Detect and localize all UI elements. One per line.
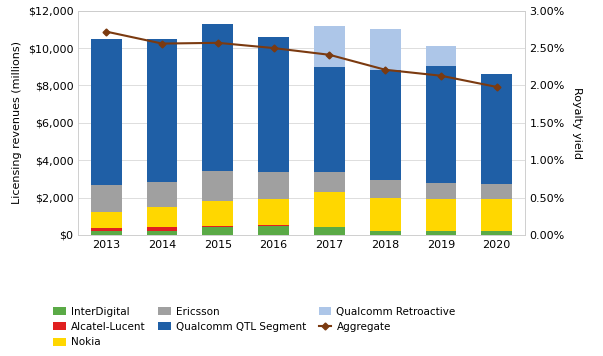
Bar [258,37,289,172]
Bar [203,227,233,235]
Bar [91,39,122,185]
Bar [147,231,177,235]
Bar [147,182,177,207]
Bar [91,211,122,229]
Bar [147,39,177,182]
Bar [426,231,456,235]
Bar [370,231,400,235]
Bar [258,172,289,199]
Bar [481,74,512,184]
Y-axis label: Licensing revenues (millions): Licensing revenues (millions) [12,41,22,204]
Bar [426,199,456,231]
Bar [258,199,289,225]
Bar [426,66,456,183]
Bar [370,69,400,180]
Bar [481,184,512,199]
Bar [203,201,233,226]
Bar [258,225,289,226]
Y-axis label: Royalty yield: Royalty yield [572,87,581,159]
Bar [147,227,177,231]
Bar [481,199,512,231]
Bar [314,227,345,235]
Bar [147,207,177,227]
Bar [314,192,345,227]
Bar [203,171,233,201]
Bar [203,24,233,171]
Bar [314,26,345,67]
Bar [426,46,456,66]
Legend: InterDigital, Alcatel-Lucent, Nokia, Ericsson, Qualcomm QTL Segment, Qualcomm Re: InterDigital, Alcatel-Lucent, Nokia, Eri… [54,307,456,347]
Bar [314,67,345,172]
Bar [203,226,233,227]
Bar [91,231,122,235]
Bar [258,226,289,235]
Bar [370,30,400,69]
Bar [314,172,345,192]
Bar [91,229,122,231]
Bar [481,231,512,235]
Bar [426,183,456,199]
Bar [370,180,400,198]
Bar [370,198,400,231]
Bar [91,185,122,211]
